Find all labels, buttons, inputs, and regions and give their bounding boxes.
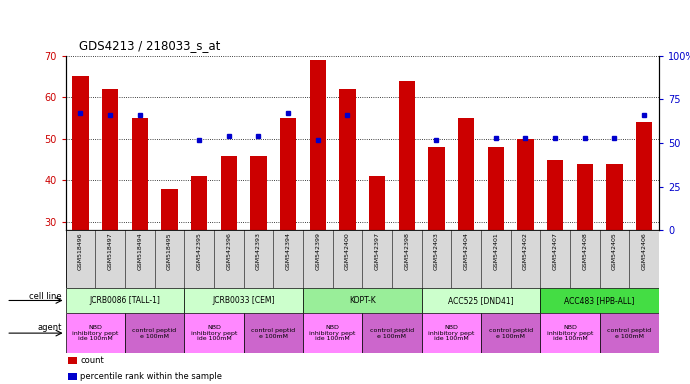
Bar [250, 156, 266, 230]
Text: GSM542393: GSM542393 [256, 232, 261, 270]
Text: NBD
inhibitory pept
ide 100mM: NBD inhibitory pept ide 100mM [190, 325, 237, 341]
Bar [458, 118, 474, 230]
Text: GSM542397: GSM542397 [375, 232, 380, 270]
Bar [399, 81, 415, 230]
Bar [577, 164, 593, 230]
Bar [280, 118, 296, 230]
Bar [72, 76, 88, 230]
Text: GSM518497: GSM518497 [108, 232, 112, 270]
Text: GSM542395: GSM542395 [197, 232, 201, 270]
Bar [66, 288, 184, 313]
Bar [540, 313, 600, 353]
Bar [600, 313, 659, 353]
Bar [518, 139, 533, 230]
Bar [125, 313, 184, 353]
Text: GSM542396: GSM542396 [226, 232, 231, 270]
Text: GDS4213 / 218033_s_at: GDS4213 / 218033_s_at [79, 39, 221, 52]
Text: agent: agent [38, 323, 62, 331]
Bar [191, 176, 207, 230]
Text: GSM542408: GSM542408 [582, 232, 587, 270]
Text: percentile rank within the sample: percentile rank within the sample [80, 372, 222, 381]
Text: ACC525 [DND41]: ACC525 [DND41] [448, 296, 514, 305]
Bar [547, 160, 563, 230]
Text: JCRB0033 [CEM]: JCRB0033 [CEM] [213, 296, 275, 305]
Bar [244, 313, 303, 353]
Bar [303, 288, 422, 313]
Text: GSM542402: GSM542402 [523, 232, 528, 270]
Text: cell line: cell line [30, 292, 62, 301]
Text: control peptid
e 100mM: control peptid e 100mM [489, 328, 533, 339]
Text: GSM542400: GSM542400 [345, 232, 350, 270]
Text: count: count [80, 356, 104, 365]
Bar [481, 313, 540, 353]
Text: NBD
inhibitory pept
ide 100mM: NBD inhibitory pept ide 100mM [309, 325, 356, 341]
Text: GSM518496: GSM518496 [78, 232, 83, 270]
Text: NBD
inhibitory pept
ide 100mM: NBD inhibitory pept ide 100mM [546, 325, 593, 341]
Text: KOPT-K: KOPT-K [349, 296, 375, 305]
Text: JCRB0086 [TALL-1]: JCRB0086 [TALL-1] [90, 296, 160, 305]
Bar [102, 89, 118, 230]
Text: GSM542407: GSM542407 [553, 232, 558, 270]
Bar [422, 313, 481, 353]
Text: GSM542398: GSM542398 [404, 232, 409, 270]
Bar [428, 147, 444, 230]
Bar [132, 118, 148, 230]
Bar [339, 89, 355, 230]
Text: GSM542399: GSM542399 [315, 232, 320, 270]
Text: NBD
inhibitory pept
ide 100mM: NBD inhibitory pept ide 100mM [428, 325, 475, 341]
Bar [184, 313, 244, 353]
Bar [636, 122, 652, 230]
Bar [369, 176, 385, 230]
Bar [488, 147, 504, 230]
Bar [607, 164, 622, 230]
Bar [422, 288, 540, 313]
Text: NBD
inhibitory pept
ide 100mM: NBD inhibitory pept ide 100mM [72, 325, 119, 341]
Bar [161, 189, 177, 230]
Bar [310, 60, 326, 230]
Bar [68, 373, 77, 380]
Text: GSM542405: GSM542405 [612, 232, 617, 270]
Bar [68, 357, 77, 364]
Text: GSM542403: GSM542403 [434, 232, 439, 270]
Text: control peptid
e 100mM: control peptid e 100mM [370, 328, 414, 339]
Bar [66, 313, 125, 353]
Text: GSM542394: GSM542394 [286, 232, 290, 270]
Text: GSM542404: GSM542404 [464, 232, 469, 270]
Text: GSM542406: GSM542406 [642, 232, 647, 270]
Text: control peptid
e 100mM: control peptid e 100mM [132, 328, 177, 339]
Text: control peptid
e 100mM: control peptid e 100mM [607, 328, 651, 339]
Text: control peptid
e 100mM: control peptid e 100mM [251, 328, 295, 339]
Text: ACC483 [HPB-ALL]: ACC483 [HPB-ALL] [564, 296, 635, 305]
Text: GSM542401: GSM542401 [493, 232, 498, 270]
Text: GSM518495: GSM518495 [167, 232, 172, 270]
Bar [362, 313, 422, 353]
Bar [184, 288, 303, 313]
Text: GSM518494: GSM518494 [137, 232, 142, 270]
Bar [221, 156, 237, 230]
Bar [540, 288, 659, 313]
Bar [303, 313, 362, 353]
